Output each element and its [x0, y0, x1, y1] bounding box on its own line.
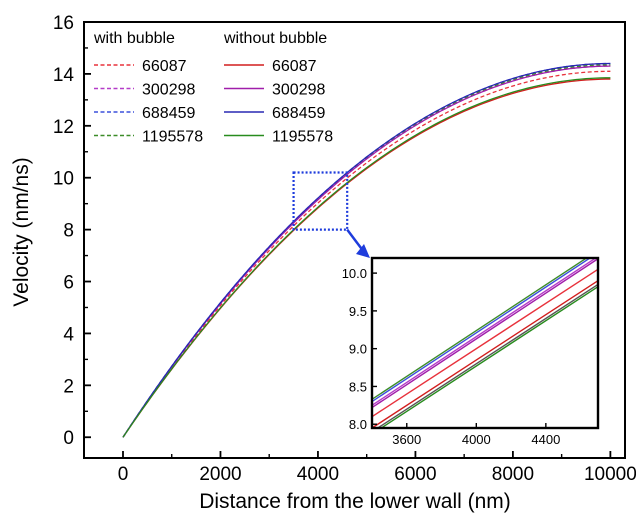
- inset-frame: [370, 256, 600, 430]
- x-tick-label: 6000: [394, 464, 436, 485]
- plot-frame: [83, 21, 626, 459]
- y-tick-label: 6: [63, 273, 74, 294]
- legend-entry-label: 300298: [142, 82, 195, 99]
- series-line: [122, 62, 611, 438]
- inset-series-line: [372, 258, 592, 403]
- y-tick-label: 8: [63, 221, 74, 242]
- inset-x-tick-label: 3600: [392, 432, 421, 447]
- inset-y-tick-label: 9.0: [349, 342, 367, 357]
- x-axis-title: Distance from the lower wall (nm): [199, 490, 511, 513]
- legend-entry-label: 688459: [142, 105, 195, 122]
- series-line: [122, 77, 611, 438]
- series-line: [122, 70, 611, 438]
- legend-entry-label: 1195578: [272, 129, 333, 146]
- inset-chart: 3600 4000 4400 8.0 8.5 9.0 9.5 10.0: [342, 256, 600, 447]
- inset-series-line: [372, 280, 598, 428]
- legend-group-header: without bubble: [223, 30, 327, 47]
- zoom-rectangle: [292, 171, 349, 231]
- inset-y-tick-label: 8.0: [349, 417, 367, 432]
- legend: with bubble without bubble 66087 300298 6884…: [93, 30, 333, 146]
- legend-entry-label: 688459: [272, 105, 325, 122]
- axes: 0 2000 4000 6000 8000 10000 0 2 4 6 8 10 12 14 16: [53, 13, 636, 485]
- inset-series-line: [372, 258, 588, 400]
- inset-series-line: [372, 268, 598, 418]
- zoom-arrowhead: [356, 244, 370, 258]
- inset-series-line: [376, 283, 598, 428]
- x-tick-label: 8000: [492, 464, 534, 485]
- inset-y-tick-label: 9.5: [349, 304, 367, 319]
- x-tick-label: 0: [118, 464, 129, 485]
- y-tick-label: 4: [63, 324, 74, 345]
- y-tick-label: 0: [63, 428, 74, 449]
- legend-entry-label: 300298: [272, 82, 325, 99]
- zoom-region-box: [292, 171, 370, 258]
- y-tick-label: 14: [53, 65, 75, 86]
- series-curves: [122, 62, 611, 438]
- inset-x-tick-label: 4400: [531, 432, 560, 447]
- inset-series-line: [379, 286, 598, 428]
- y-tick-label: 10: [53, 169, 74, 190]
- inset-y-tick-label: 10.0: [342, 266, 367, 281]
- legend-entry-label: 66087: [272, 58, 317, 75]
- y-tick-label: 12: [53, 117, 74, 138]
- legend-entry-label: 66087: [142, 58, 187, 75]
- y-tick-label: 16: [53, 13, 74, 34]
- x-tick-label: 10000: [584, 464, 636, 485]
- inset-y-tick-label: 8.5: [349, 379, 367, 394]
- inset-series-line: [372, 258, 597, 406]
- inset-x-tick-label: 4000: [462, 432, 491, 447]
- y-axis-title: Velocity (nm/ns): [10, 157, 33, 306]
- inset-series: [372, 258, 598, 428]
- y-tick-label: 2: [63, 376, 74, 397]
- x-tick-label: 2000: [199, 464, 241, 485]
- inset-series-line: [372, 258, 598, 409]
- legend-entry-label: 1195578: [142, 129, 203, 146]
- legend-group-header: with bubble: [93, 30, 175, 47]
- x-tick-label: 4000: [297, 464, 339, 485]
